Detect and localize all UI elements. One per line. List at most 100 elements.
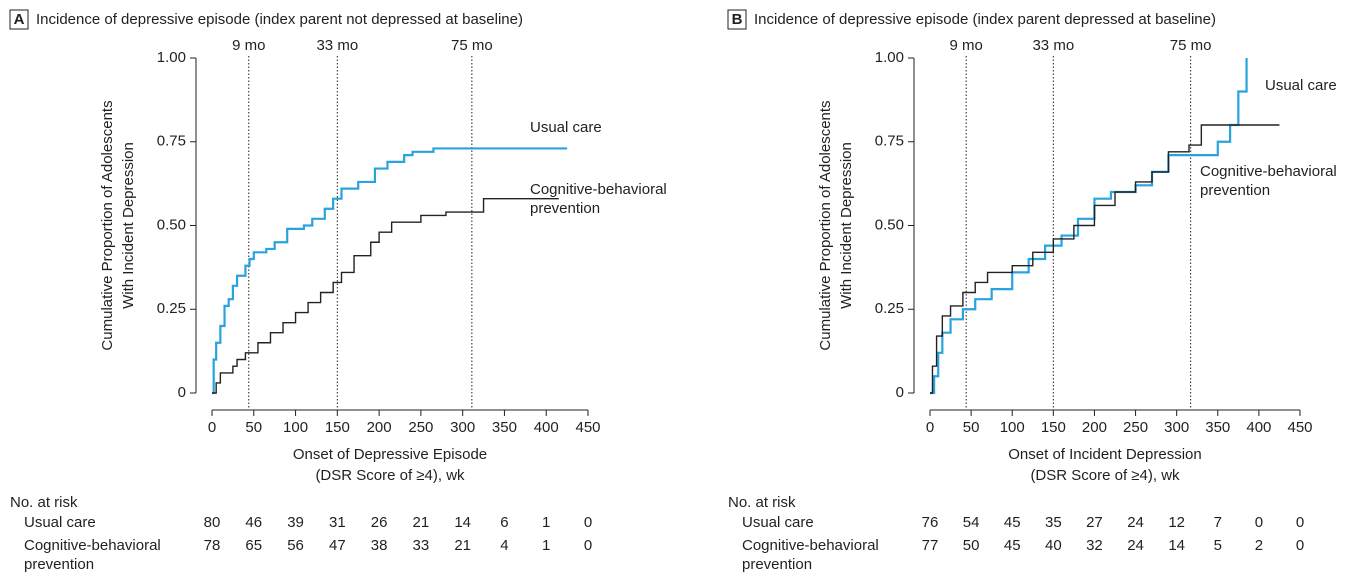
risk-count: 21 [454,537,471,554]
series-label: Usual care [530,119,602,136]
risk-row-label-box: Usual care [742,514,814,531]
series-label-box: Usual care [530,119,602,136]
risk-row-label-box: Cognitive-behavioral prevention [742,537,879,573]
risk-count: 47 [329,537,346,554]
x-axis-label: (DSR Score of ≥4), wk [1030,467,1180,484]
risk-count: 50 [963,537,980,554]
step-curve [930,124,1280,394]
risk-count: 54 [963,514,980,531]
reference-label: 9 mo [232,37,265,54]
risk-count: 0 [584,514,592,531]
x-tick-label: 0 [208,419,216,436]
y-tick-label: 0.75 [157,133,186,150]
risk-count: 77 [922,537,939,554]
panel-box [727,9,747,30]
x-tick-label: 200 [367,419,392,436]
risk-row-label: Usual care [742,514,814,531]
y-tick-label: 0.25 [157,300,186,317]
risk-count: 31 [329,514,346,531]
y-tick-label: 1.00 [157,49,186,66]
x-tick-label: 400 [534,419,559,436]
risk-count: 27 [1086,514,1103,531]
panel-label: A [14,11,25,28]
risk-row-label-box: Usual care [24,514,96,531]
series-label-box: Cognitive-behavioral prevention [530,181,667,217]
step-curve [930,58,1248,395]
risk-count: 14 [1168,537,1185,554]
risk-count: 32 [1086,537,1103,554]
reference-label: 75 mo [451,37,493,54]
y-tick-label: 0.50 [875,216,904,233]
risk-count: 5 [1214,537,1222,554]
chart-title: Incidence of depressive episode (index p… [36,11,523,28]
risk-count: 35 [1045,514,1062,531]
x-tick-label: 150 [1041,419,1066,436]
risk-table-title: No. at risk [728,494,796,511]
y-tick-label: 0.50 [157,216,186,233]
x-axis-label: Onset of Incident Depression [1008,446,1201,463]
reference-label: 9 mo [949,37,982,54]
risk-count: 6 [500,514,508,531]
risk-count: 45 [1004,537,1021,554]
panel-label: B [732,11,743,28]
risk-count: 4 [500,537,508,554]
y-tick-label: 0 [896,384,904,401]
series-label: Cognitive-behavioral prevention [530,181,667,217]
risk-count: 0 [584,537,592,554]
risk-count: 1 [542,514,550,531]
x-tick-label: 450 [1287,419,1312,436]
risk-table-title: No. at risk [10,494,78,511]
reference-label: 33 mo [316,37,358,54]
x-tick-label: 100 [283,419,308,436]
reference-label: 75 mo [1170,37,1212,54]
x-tick-label: 150 [325,419,350,436]
risk-count: 12 [1168,514,1185,531]
risk-count: 56 [287,537,304,554]
risk-count: 21 [413,514,430,531]
x-tick-label: 0 [926,419,934,436]
risk-count: 2 [1255,537,1263,554]
x-tick-label: 400 [1246,419,1271,436]
risk-count: 76 [922,514,939,531]
step-curve [212,147,568,395]
x-tick-label: 250 [1123,419,1148,436]
risk-count: 1 [542,537,550,554]
x-tick-label: 300 [450,419,475,436]
y-axis-label: Cumulative Proportion of Adolescents [99,100,116,350]
risk-count: 40 [1045,537,1062,554]
risk-count: 80 [204,514,221,531]
risk-row-label: Cognitive-behavioral prevention [742,537,879,573]
risk-count: 24 [1127,514,1144,531]
risk-count: 39 [287,514,304,531]
panel-box [9,9,29,30]
risk-count: 33 [413,537,430,554]
risk-count: 45 [1004,514,1021,531]
x-tick-label: 300 [1164,419,1189,436]
risk-row-label: Usual care [24,514,96,531]
series-label: Cognitive-behavioral prevention [1200,163,1337,199]
y-axis-label: Cumulative Proportion of Adolescents [817,100,834,350]
x-tick-label: 50 [963,419,980,436]
risk-count: 24 [1127,537,1144,554]
x-tick-label: 200 [1082,419,1107,436]
reference-label: 33 mo [1032,37,1074,54]
y-axis-label: With Incident Depression [120,142,137,309]
y-tick-label: 1.00 [875,49,904,66]
series-label-box: Usual care [1265,77,1337,94]
series-label: Usual care [1265,77,1337,94]
y-tick-label: 0.75 [875,133,904,150]
risk-count: 0 [1296,514,1304,531]
step-curve [212,198,559,394]
risk-row-label: Cognitive-behavioral prevention [24,537,161,573]
risk-count: 7 [1214,514,1222,531]
series-label-box: Cognitive-behavioral prevention [1200,163,1337,199]
chart-title: Incidence of depressive episode (index p… [754,11,1216,28]
x-axis-label: (DSR Score of ≥4), wk [315,467,465,484]
risk-count: 0 [1255,514,1263,531]
risk-count: 14 [454,514,471,531]
x-tick-label: 50 [245,419,262,436]
risk-count: 46 [245,514,262,531]
risk-count: 38 [371,537,388,554]
x-tick-label: 350 [492,419,517,436]
